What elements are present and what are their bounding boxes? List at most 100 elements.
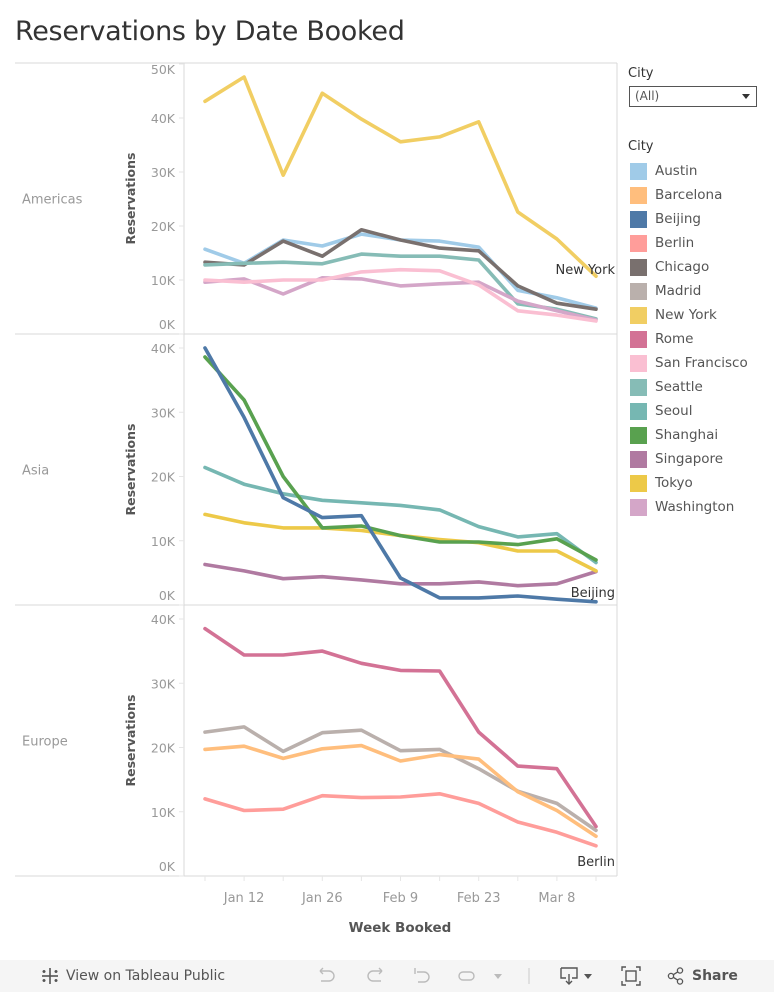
x-tick-label: Mar 8 <box>538 891 575 906</box>
share-button[interactable]: Share <box>666 960 738 992</box>
y-axis-title: Reservations <box>123 424 138 516</box>
city-filter-label: City <box>628 66 654 81</box>
legend-swatch <box>630 474 647 492</box>
legend-item[interactable]: Tokyo <box>630 473 693 493</box>
bottom-toolbar: View on Tableau Public Share <box>0 960 774 992</box>
legend-item[interactable]: Shanghai <box>630 425 718 445</box>
legend-swatch <box>630 282 647 300</box>
fullscreen-icon <box>620 965 642 987</box>
refresh-dropdown-button[interactable] <box>492 960 504 992</box>
undo-button[interactable] <box>316 960 338 992</box>
legend-item[interactable]: Chicago <box>630 257 709 277</box>
y-tick-label: 20K <box>151 741 176 756</box>
legend-swatch <box>630 330 647 348</box>
x-tick-label: Feb 9 <box>383 891 418 906</box>
legend-swatch <box>630 306 647 324</box>
refresh-icon <box>456 966 478 986</box>
y-tick-label: 40K <box>151 111 176 126</box>
download-button[interactable] <box>558 960 594 992</box>
y-tick-label: 20K <box>151 470 176 485</box>
legend-label: Chicago <box>655 259 710 275</box>
series-line-rome <box>203 626 598 829</box>
legend-swatch <box>630 378 647 396</box>
caret-down-icon <box>582 966 594 986</box>
revert-button[interactable] <box>412 960 434 992</box>
y-tick-label: 10K <box>151 534 176 549</box>
x-tick-label: Jan 12 <box>223 891 265 906</box>
x-tick-label: Jan 26 <box>301 891 343 906</box>
share-label: Share <box>692 968 738 984</box>
legend-item[interactable]: Austin <box>630 161 697 181</box>
redo-button[interactable] <box>364 960 386 992</box>
series-line-madrid <box>203 725 598 833</box>
legend-label: Berlin <box>655 235 695 251</box>
legend-item[interactable]: Washington <box>630 497 734 517</box>
chevron-down-icon <box>742 94 750 99</box>
refresh-button[interactable] <box>456 960 478 992</box>
legend-swatch <box>630 162 647 180</box>
x-axis-title: Week Booked <box>349 920 452 936</box>
region-label: Asia <box>22 464 49 479</box>
legend-label: Tokyo <box>655 475 693 491</box>
legend-item[interactable]: New York <box>630 305 717 325</box>
y-tick-label: 40K <box>151 341 176 356</box>
legend-item[interactable]: Seattle <box>630 377 703 397</box>
legend-item[interactable]: Singapore <box>630 449 723 469</box>
series-line-new-york <box>203 75 598 279</box>
y-tick-label: 10K <box>151 273 176 288</box>
legend-item[interactable]: San Francisco <box>630 353 748 373</box>
legend-swatch <box>630 450 647 468</box>
y-tick-label: 50K <box>151 62 176 77</box>
legend-swatch <box>630 402 647 420</box>
legend-label: San Francisco <box>655 355 748 371</box>
undo-icon <box>316 966 338 986</box>
y-tick-label: 0K <box>159 317 176 332</box>
legend-item[interactable]: Madrid <box>630 281 701 301</box>
x-tick-label: Feb 23 <box>457 891 501 906</box>
y-tick-label: 0K <box>159 588 176 603</box>
legend-item[interactable]: Rome <box>630 329 694 349</box>
legend-item[interactable]: Barcelona <box>630 185 722 205</box>
legend-title: City <box>628 139 654 154</box>
legend-label: Rome <box>655 331 694 347</box>
legend-swatch <box>630 354 647 372</box>
legend-item[interactable]: Beijing <box>630 209 701 229</box>
view-on-tableau-public-link[interactable]: View on Tableau Public <box>40 960 225 992</box>
region-label: Europe <box>22 735 68 750</box>
legend-label: Seoul <box>655 403 693 419</box>
tableau-logo-icon <box>40 966 60 986</box>
series-line-barcelona <box>203 743 598 839</box>
legend-label: Washington <box>655 499 735 515</box>
y-tick-label: 30K <box>151 676 176 691</box>
fullscreen-button[interactable] <box>620 960 642 992</box>
legend-item[interactable]: Berlin <box>630 233 694 253</box>
legend-swatch <box>630 426 647 444</box>
y-tick-label: 0K <box>159 859 176 874</box>
city-filter-dropdown[interactable]: (All) <box>629 86 757 107</box>
legend-item[interactable]: Seoul <box>630 401 692 421</box>
end-label: Beijing <box>571 586 615 601</box>
series-line-chicago <box>203 228 598 312</box>
series-line-singapore <box>203 562 598 588</box>
y-tick-label: 20K <box>151 219 176 234</box>
y-tick-label: 30K <box>151 165 176 180</box>
legend-label: Seattle <box>655 379 703 395</box>
end-label: New York <box>555 263 615 278</box>
end-label: Berlin <box>577 855 615 870</box>
legend-swatch <box>630 234 647 252</box>
caret-down-icon <box>492 966 504 986</box>
y-axis-title: Reservations <box>123 695 138 787</box>
legend-label: Austin <box>655 163 698 179</box>
revert-icon <box>412 966 434 986</box>
legend-label: Beijing <box>655 211 701 227</box>
series-line-shanghai <box>203 355 598 562</box>
legend-label: New York <box>655 307 717 323</box>
view-on-tableau-public-label: View on Tableau Public <box>66 968 226 984</box>
region-label: Americas <box>22 193 83 208</box>
legend-swatch <box>630 498 647 516</box>
series-line-seoul <box>203 465 598 565</box>
share-icon <box>666 966 686 986</box>
redo-icon <box>364 966 386 986</box>
legend-swatch <box>630 258 647 276</box>
y-tick-label: 30K <box>151 405 176 420</box>
